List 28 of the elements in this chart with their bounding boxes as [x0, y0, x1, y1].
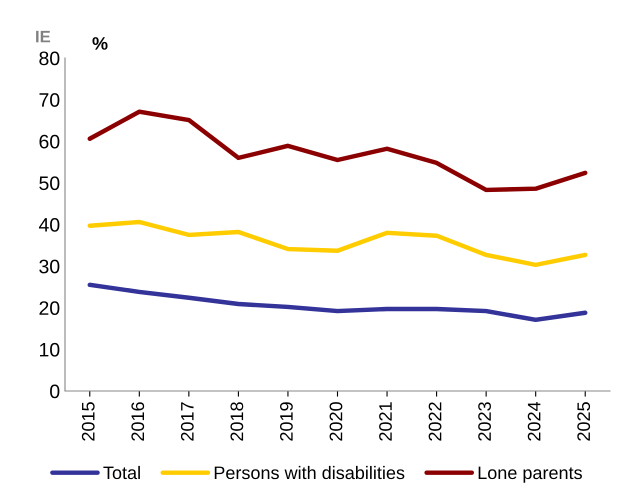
- x-tick-label: 2019: [280, 402, 293, 441]
- y-tick-label: 40: [38, 218, 60, 232]
- x-tick-label: 2022: [428, 402, 442, 441]
- text: IE: [36, 30, 50, 42]
- legend-label: Persons with disabilities: [214, 466, 404, 480]
- x-tick-label: 2024: [528, 402, 541, 441]
- x-tick-label: 2025: [577, 402, 590, 441]
- x-tick-label: 2023: [478, 402, 491, 441]
- y-tick-label: 30: [39, 260, 60, 274]
- y-tick-label: 80: [39, 51, 60, 66]
- y-tick-label: 70: [40, 93, 60, 107]
- x-tick-label: 2016: [131, 402, 144, 441]
- y-tick-label: 0: [50, 384, 60, 398]
- legend-label: Lone parents: [478, 466, 582, 483]
- y-axis-title: %: [92, 37, 108, 50]
- x-tick-label: 2020: [330, 402, 342, 441]
- x-tick-label: 2021: [379, 402, 392, 441]
- line-series: [88, 220, 588, 268]
- y-tick-label: 10: [40, 342, 60, 357]
- x-tick-label: 2015: [82, 402, 95, 441]
- y-tick-label: 60: [40, 134, 60, 148]
- legend-label: Total: [103, 466, 140, 480]
- line-series: [88, 109, 588, 192]
- x-tick-label: 2017: [180, 402, 194, 441]
- line-series: [88, 282, 588, 322]
- x-tick-label: 2018: [230, 402, 244, 441]
- y-tick-label: 50: [39, 176, 60, 190]
- y-tick-label: 20: [39, 301, 60, 315]
